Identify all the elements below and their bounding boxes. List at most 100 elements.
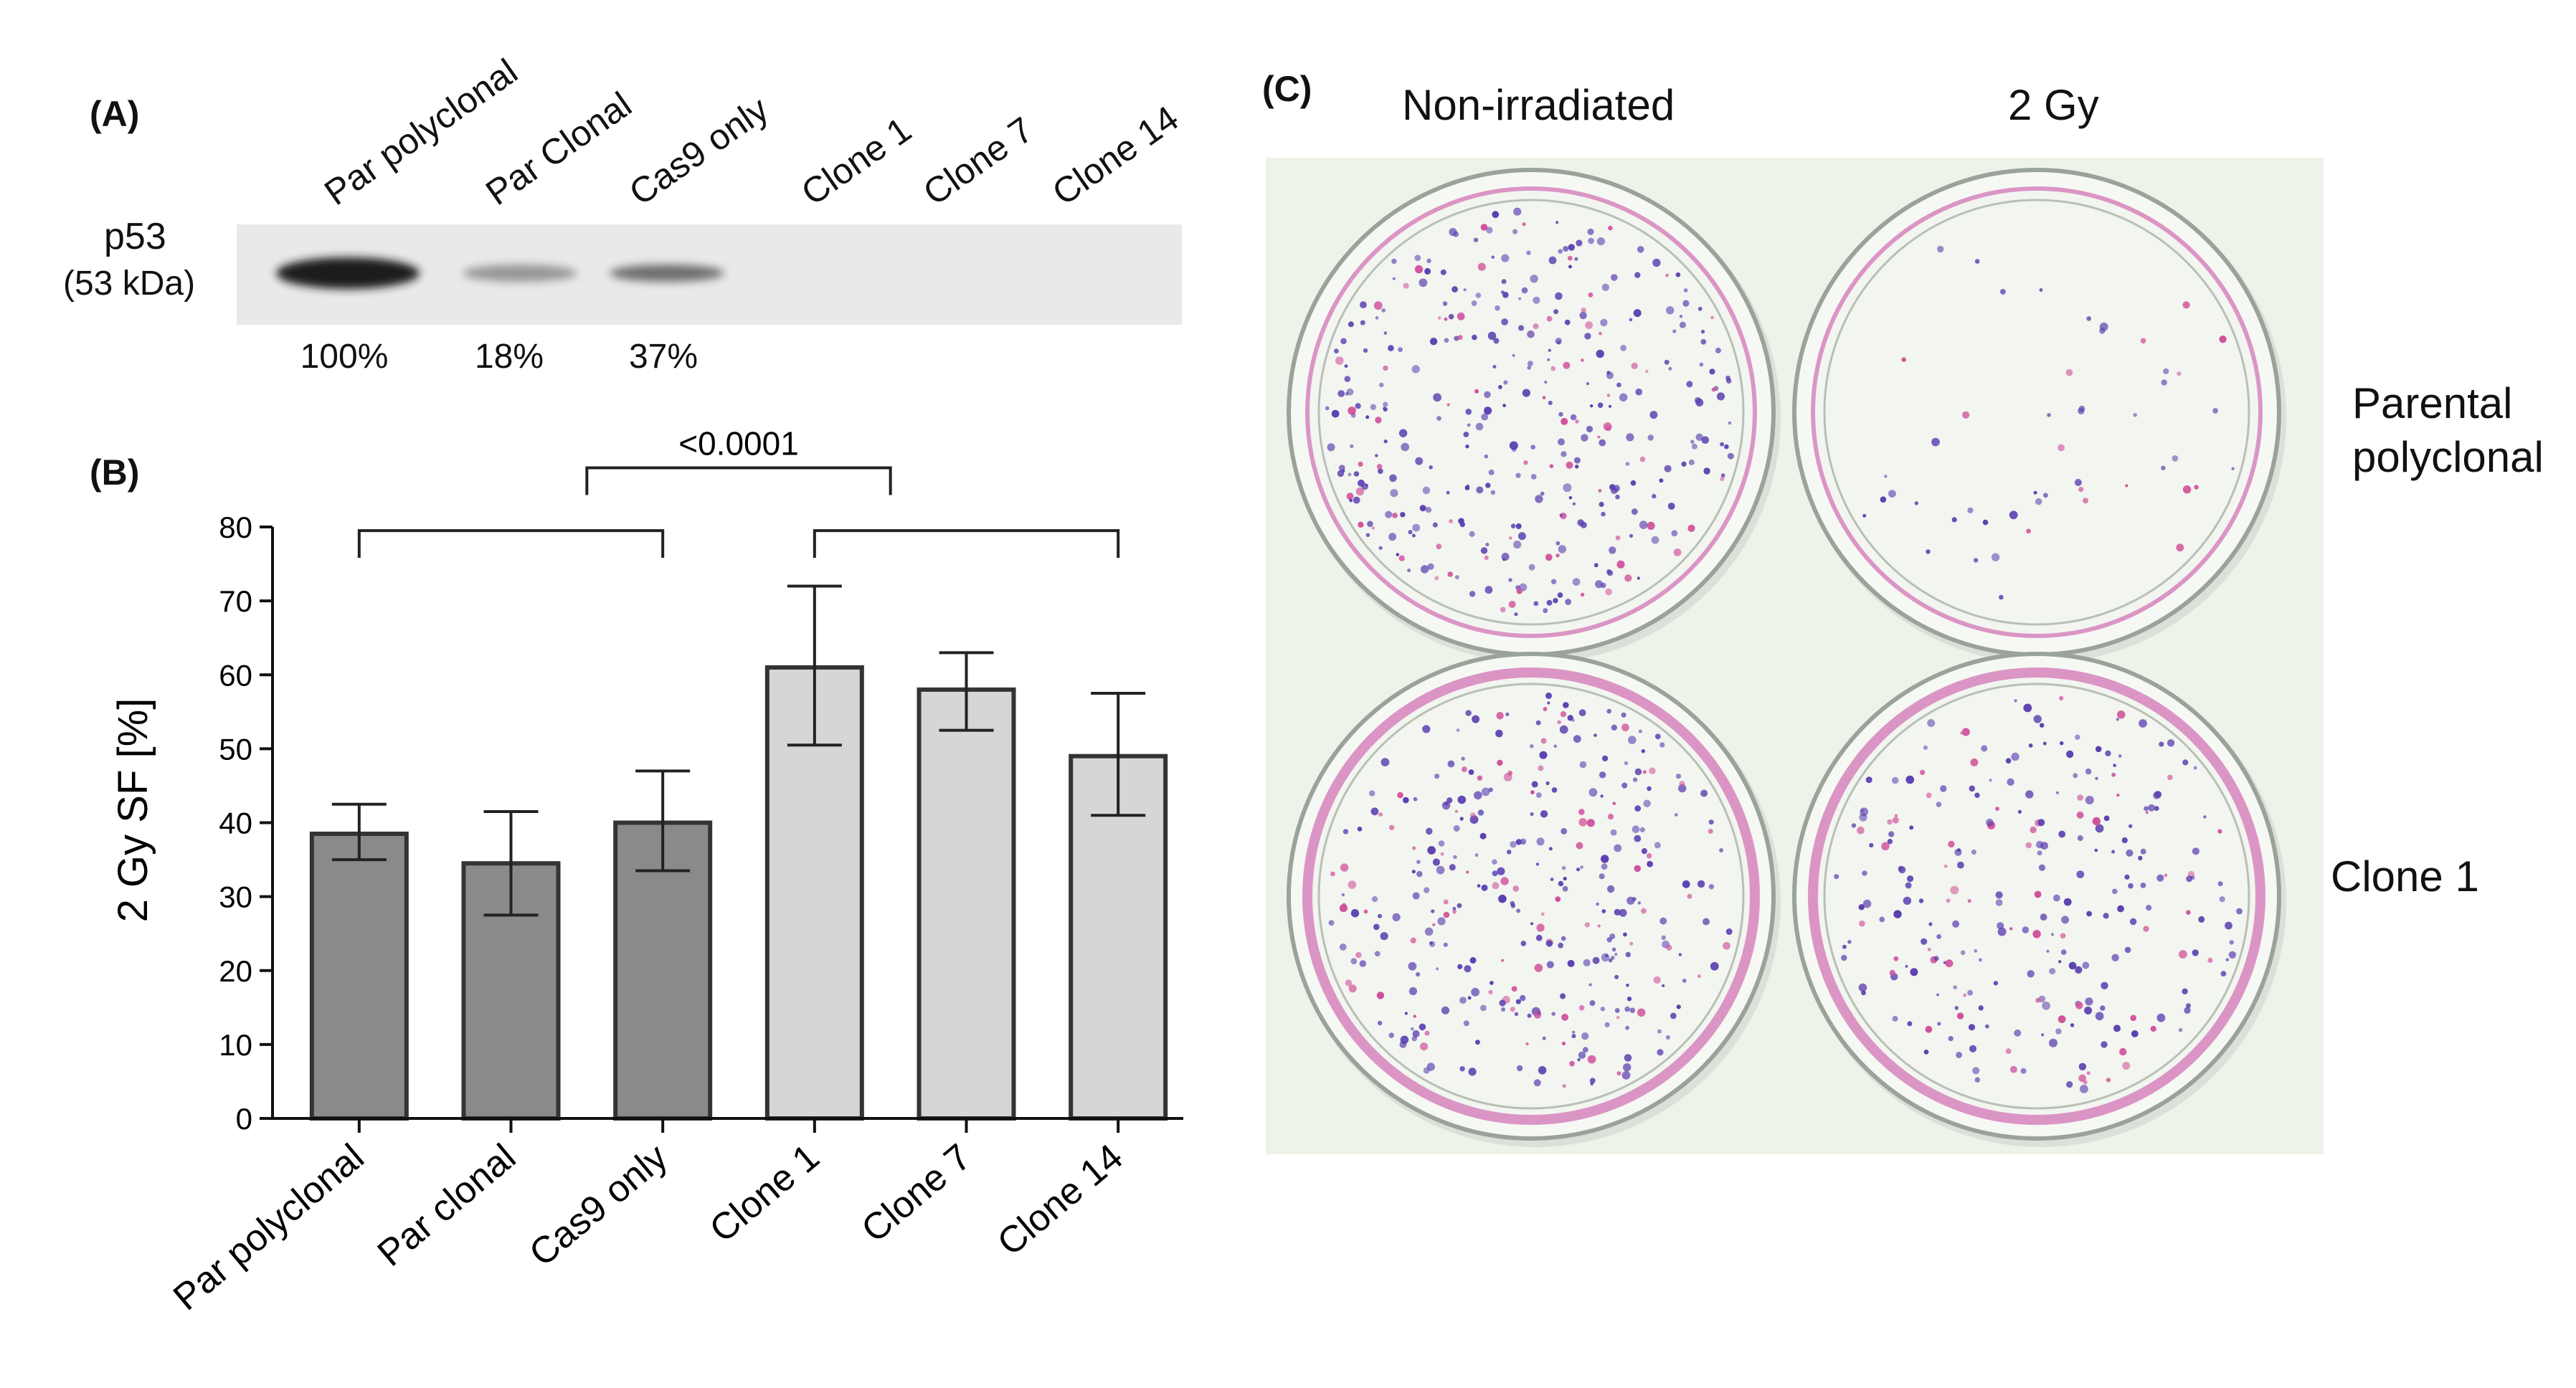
colony-dot: [1625, 951, 1631, 958]
colony-dot: [1503, 380, 1508, 385]
colony-dot: [1974, 1077, 1980, 1083]
colony-dot: [1381, 758, 1390, 766]
colony-dot: [1553, 309, 1558, 315]
colony-dot: [1441, 1006, 1450, 1014]
colony-dot: [1893, 910, 1902, 918]
colony-dot: [1645, 369, 1649, 374]
colony-dot: [2049, 968, 2056, 975]
colony-dot: [1918, 898, 1924, 903]
colony-dot: [1616, 1016, 1620, 1019]
colony-dot: [1665, 273, 1669, 277]
colony-dot: [1649, 767, 1656, 774]
colony-dot: [1675, 774, 1682, 779]
colony-dot: [1522, 389, 1530, 397]
colony-dot: [2065, 369, 2073, 376]
colony-dot: [1597, 435, 1601, 439]
colony-dot: [1459, 1066, 1465, 1072]
colony-dot: [1628, 736, 1637, 744]
colony-dot: [1991, 553, 2000, 561]
colony-dot: [1388, 824, 1395, 830]
colony-dot: [1700, 329, 1705, 334]
colony-dot: [1565, 599, 1571, 605]
colony-dot: [1457, 903, 1462, 908]
colony-dot: [1346, 493, 1354, 500]
colony-dot: [2059, 695, 2064, 701]
colony-dot: [1577, 1058, 1581, 1062]
colony-dot: [1545, 940, 1553, 947]
colony-dot: [1610, 829, 1617, 836]
colony-dot: [1530, 275, 1538, 283]
row-label-parental-polyclonal: Parental polyclonal: [2352, 376, 2544, 484]
colony-dot: [1967, 507, 1974, 513]
colony-dot: [1443, 899, 1449, 905]
colony-dot: [2117, 905, 2124, 913]
colony-dot: [1638, 729, 1642, 733]
colony-dot: [1879, 916, 1885, 923]
y-tick-label-0: 0: [236, 1102, 252, 1136]
colony-dot: [1512, 229, 1518, 234]
colony-dot: [1672, 329, 1677, 333]
colony-dot: [1510, 841, 1517, 848]
colony-dot: [1581, 1032, 1589, 1040]
colony-dot: [1555, 338, 1562, 345]
colony-dot: [2075, 1002, 2083, 1009]
colony-dot: [2101, 981, 2108, 990]
colony-dot: [1540, 738, 1547, 744]
colony-dot: [1632, 777, 1638, 782]
colony-dot: [1604, 1022, 1610, 1027]
colony-dot: [1515, 523, 1522, 529]
colony-dot: [1444, 802, 1449, 806]
colony-dot: [1457, 964, 1463, 969]
colony-dot: [1601, 582, 1606, 589]
colony-dot: [1490, 981, 1494, 985]
colony-dot: [1477, 809, 1484, 816]
colony-dot: [1501, 553, 1510, 561]
colony-dot: [2078, 1074, 2086, 1083]
colony-dot: [2066, 1081, 2073, 1088]
colony-dot: [2190, 875, 2195, 880]
colony-dot: [1607, 814, 1614, 820]
colony-dot: [1365, 415, 1370, 419]
colony-dot: [1621, 723, 1629, 732]
colony-dot: [1443, 911, 1450, 918]
colony-dot: [1509, 536, 1512, 540]
colony-dot: [1383, 331, 1388, 335]
colony-dot: [1377, 1020, 1383, 1026]
colony-dot: [1412, 846, 1416, 850]
colony-dot: [1568, 496, 1573, 500]
colony-dot: [1643, 799, 1651, 807]
colony-dot: [1566, 461, 1573, 469]
blot-membrane: [237, 224, 1182, 325]
colony-dot: [1411, 870, 1416, 874]
colony-dot: [1385, 510, 1393, 518]
colony-dot: [1888, 831, 1895, 837]
colony-dot: [1573, 457, 1581, 464]
colony-dot: [1603, 422, 1612, 431]
colony-dot: [1596, 237, 1605, 246]
colony-dot: [1957, 861, 1964, 869]
colony-dot: [1687, 524, 1695, 532]
colony-dot: [1348, 472, 1352, 477]
colony-dot: [2053, 894, 2060, 902]
colony-dot: [1668, 366, 1672, 371]
colony-dot: [2060, 741, 2064, 746]
colony-dot: [1533, 296, 1540, 304]
colony-dot: [1594, 733, 1597, 737]
colony-dot: [2182, 485, 2192, 494]
y-tick-label-3: 30: [219, 880, 252, 914]
colony-dot: [1682, 300, 1690, 307]
colony-dot: [1909, 825, 1914, 830]
panel-c-label: (C): [1262, 69, 1312, 109]
colony-dot: [1545, 781, 1550, 786]
colony-dot: [1434, 576, 1439, 581]
y-axis-label: 2 Gy SF [%]: [110, 698, 156, 923]
colony-dot: [1948, 1036, 1954, 1042]
y-tick-label-1: 10: [219, 1028, 252, 1062]
colony-dot: [1546, 315, 1553, 322]
colony-dot: [1647, 786, 1652, 792]
colony-dot: [1681, 461, 1687, 467]
colony-dot: [1374, 951, 1381, 957]
colony-dot: [1408, 961, 1417, 971]
colony-dot: [1331, 409, 1340, 418]
colony-dot: [1349, 498, 1353, 503]
